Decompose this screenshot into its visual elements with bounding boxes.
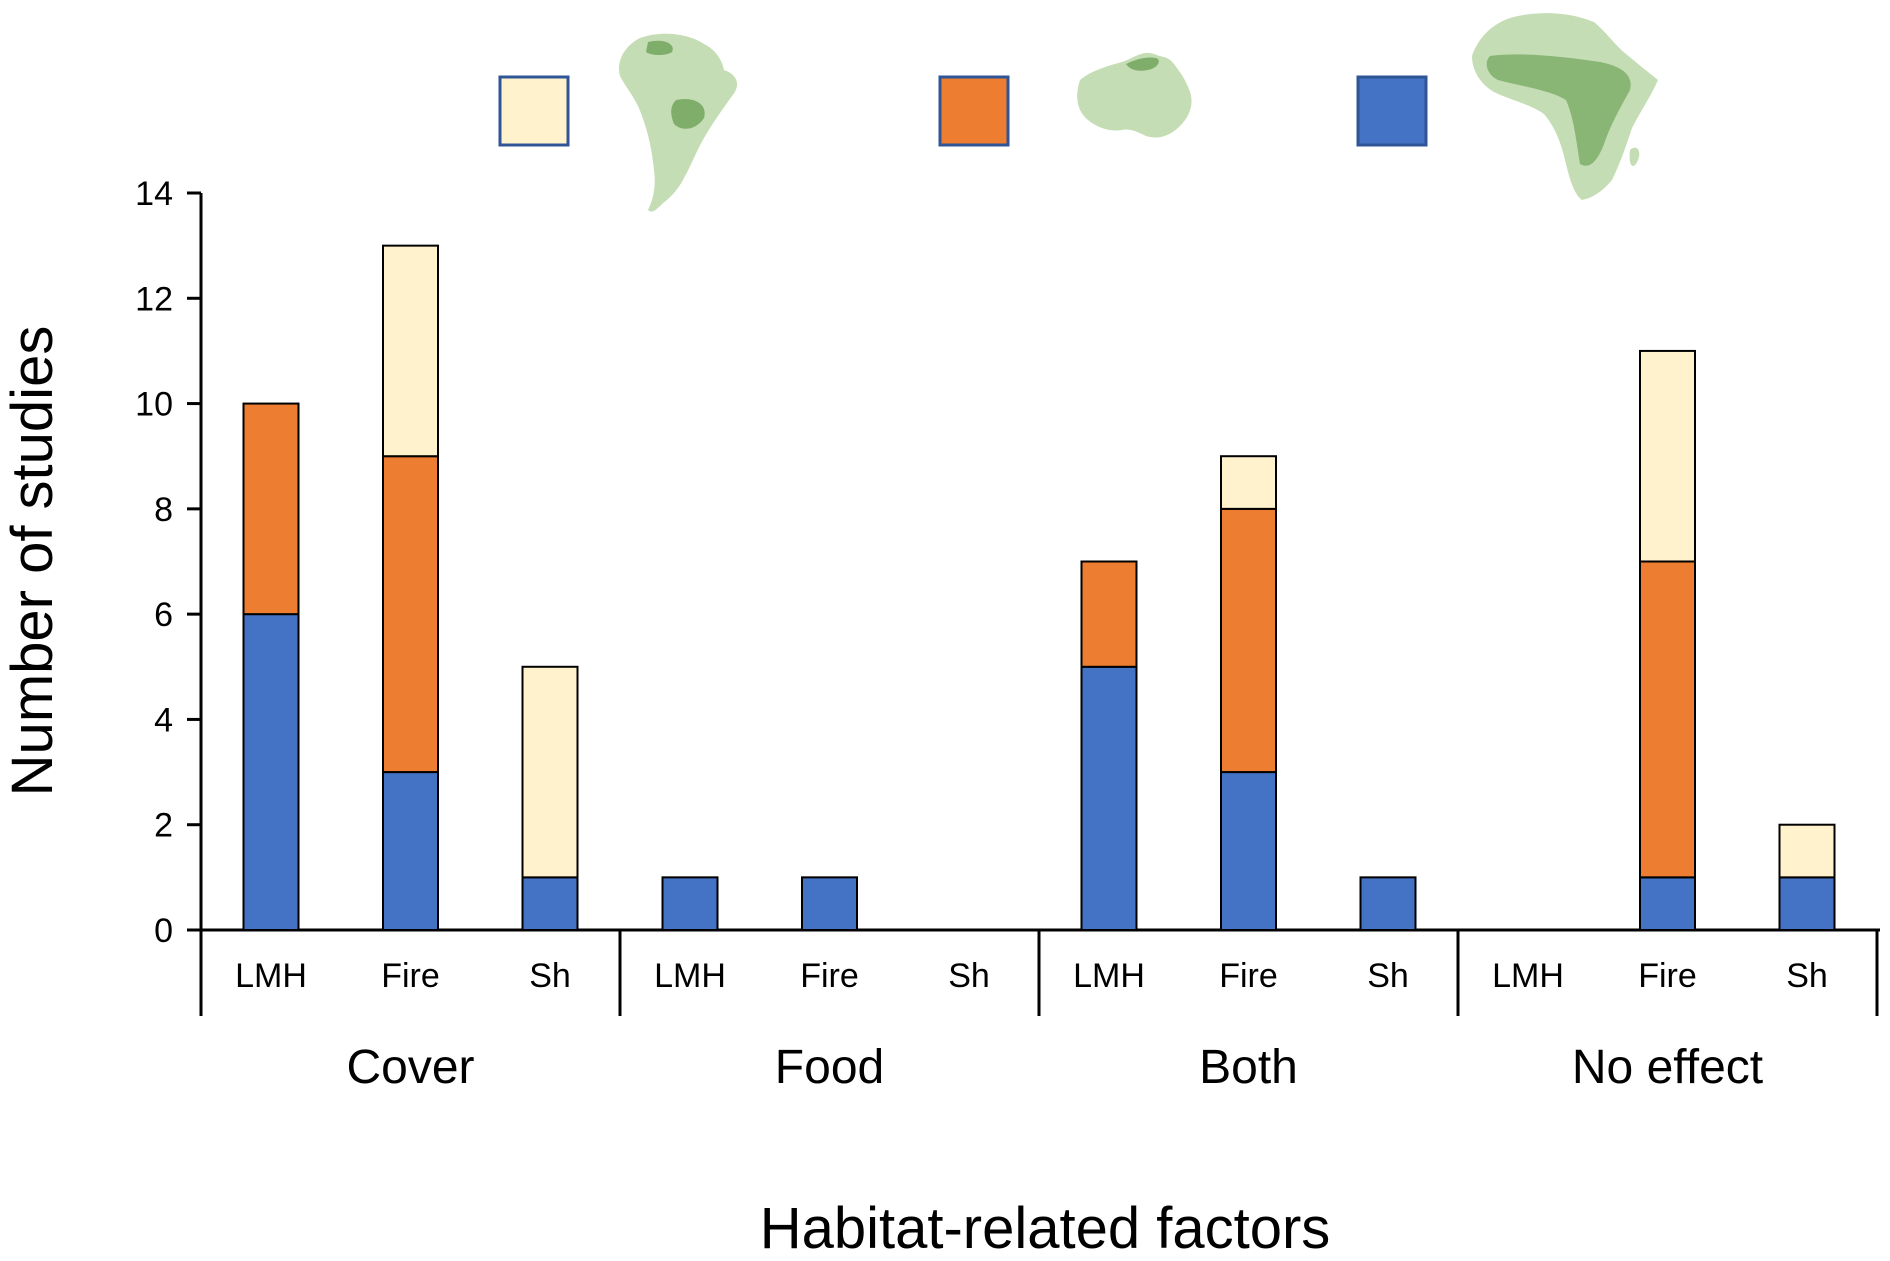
bar-segment-africa <box>661 876 719 931</box>
legend <box>498 13 1658 212</box>
bar-segment-africa <box>1778 876 1836 931</box>
subcategory-label: LMH <box>235 957 307 995</box>
bar-segment-africa <box>382 771 439 931</box>
bar-segment-africa <box>1639 876 1696 931</box>
subcategory-label: Fire <box>800 957 859 995</box>
group-label: Both <box>1199 1041 1298 1094</box>
subcategory-label: Sh <box>529 957 571 995</box>
bar-segment-africa <box>521 876 579 931</box>
axes: 0 2 4 6 8 10 12 14 <box>135 175 1880 1016</box>
group-label: Cover <box>346 1041 474 1094</box>
legend-swatch-south-america <box>498 75 570 147</box>
subcategory-label: Sh <box>1786 957 1828 995</box>
y-tick-label: 12 <box>135 280 173 318</box>
bar-segment-africa <box>801 876 858 931</box>
bar-segment-africa <box>242 613 300 932</box>
africa-map-icon <box>1472 13 1658 200</box>
bar-segment-australia <box>1080 560 1138 668</box>
y-tick-label: 4 <box>154 701 173 739</box>
subcategory-label: Fire <box>1638 957 1697 995</box>
subcategory-label: Fire <box>381 957 440 995</box>
y-tick-label: 6 <box>154 596 173 634</box>
subcategory-labels: LMH Fire Sh LMH Fire Sh LMH Fire Sh LMH Fire Sh <box>235 957 1828 995</box>
bar-segment-australia <box>1639 560 1696 879</box>
y-tick-label: 2 <box>154 807 173 845</box>
group-labels: Cover Food Both No effect <box>346 1041 1763 1094</box>
x-axis-title: Habitat-related factors <box>760 1196 1331 1261</box>
subcategory-label: Sh <box>948 957 990 995</box>
subcategory-label: Fire <box>1219 957 1278 995</box>
bar-segment-south-america <box>382 244 439 458</box>
legend-swatch-africa <box>1356 75 1428 147</box>
group-label: Food <box>775 1041 884 1094</box>
australia-map-icon <box>1077 52 1192 138</box>
legend-swatch-australia <box>938 75 1010 147</box>
subcategory-label: LMH <box>654 957 726 995</box>
bar-segment-south-america <box>1778 823 1836 879</box>
subcategory-label: LMH <box>1492 957 1564 995</box>
bar-segment-south-america <box>1639 349 1696 563</box>
bar-segment-south-america <box>1220 455 1277 510</box>
group-label: No effect <box>1572 1041 1763 1094</box>
y-tick-label: 0 <box>154 912 173 950</box>
bar-segment-africa <box>1359 876 1417 931</box>
bar-segment-australia <box>1220 507 1277 774</box>
y-axis-title: Number of studies <box>0 326 65 797</box>
bar-segment-australia <box>382 455 439 774</box>
y-tick-label: 8 <box>154 491 173 529</box>
bars <box>242 244 1836 932</box>
bar-segment-africa <box>1220 771 1277 931</box>
south-america-map-icon <box>618 33 738 212</box>
subcategory-label: Sh <box>1367 957 1409 995</box>
y-tick-label: 10 <box>135 386 173 424</box>
bar-segment-africa <box>1080 665 1138 931</box>
subcategory-label: LMH <box>1073 957 1145 995</box>
bar-segment-australia <box>242 402 300 616</box>
bar-segment-south-america <box>521 665 579 879</box>
y-tick-label: 14 <box>135 175 173 213</box>
